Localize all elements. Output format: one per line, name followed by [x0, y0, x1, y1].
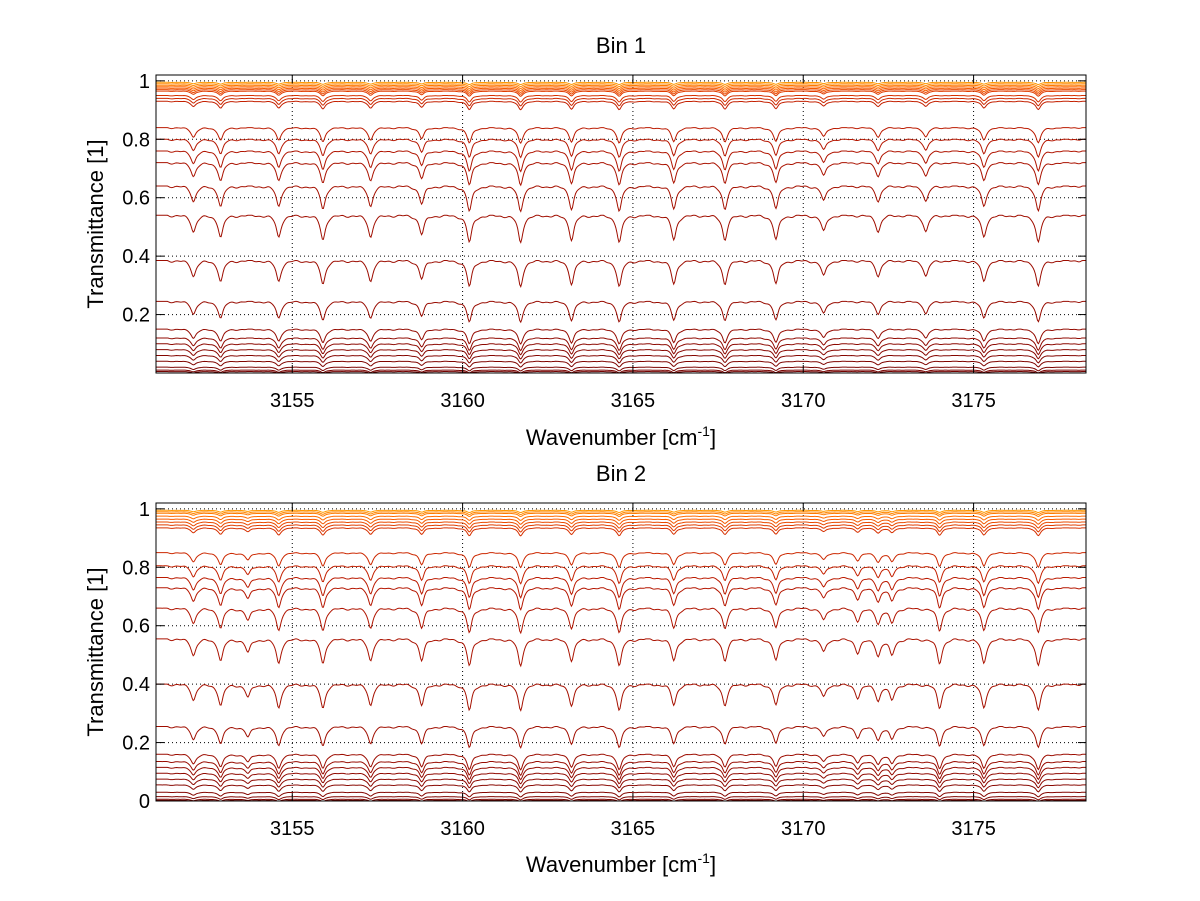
series-line	[156, 360, 1086, 368]
series-line	[156, 725, 1086, 749]
x-axis-label-bin-1: Wavenumber [cm-1]	[526, 423, 716, 450]
series-line	[156, 369, 1086, 374]
chart-title-bin-1: Bin 1	[596, 33, 646, 58]
y-tick-label: 1	[139, 71, 150, 93]
y-axis-label-bin-1: Transmittance [1]	[83, 139, 108, 308]
y-tick-label: 0	[139, 791, 150, 813]
y-axis-label-bin-2: Transmittance [1]	[83, 567, 108, 736]
x-tick-label: 3170	[781, 390, 826, 412]
x-tick-label: 3165	[611, 390, 656, 412]
y-tick-label: 0.2	[122, 733, 150, 755]
series-line	[156, 260, 1086, 288]
series-line	[156, 337, 1086, 352]
series-line	[156, 761, 1086, 777]
series-line	[156, 766, 1086, 781]
x-tick-label: 3155	[270, 390, 315, 412]
series-line	[156, 84, 1086, 90]
series-line	[156, 328, 1086, 345]
series-line	[156, 527, 1086, 537]
series-line	[156, 87, 1086, 93]
series-line	[156, 552, 1086, 569]
x-tick-label: 3165	[611, 818, 656, 840]
series-line	[156, 587, 1086, 611]
series-line	[156, 518, 1086, 525]
series-line	[156, 784, 1086, 793]
x-tick-label: 3155	[270, 818, 315, 840]
series-line	[156, 127, 1086, 145]
series-line	[156, 511, 1086, 516]
series-line	[156, 214, 1086, 244]
series-line	[156, 100, 1086, 111]
series-line	[156, 349, 1086, 360]
series-line	[156, 81, 1086, 86]
axes-frame-bin-2	[155, 502, 1087, 802]
series-line	[156, 515, 1086, 521]
x-tick-label: 3160	[440, 390, 485, 412]
series-line	[156, 753, 1086, 771]
axes-bin-2: Bin 2 3155 3160 3165 3170 3175 0 0.2 0.4 0.6 0.8 1…	[83, 461, 1087, 877]
series-line	[156, 86, 1086, 91]
x-tick-label: 3175	[951, 818, 996, 840]
chart-title-bin-2: Bin 2	[596, 461, 646, 486]
series-line	[156, 138, 1086, 159]
y-tick-label: 0.4	[122, 674, 150, 696]
y-tick-label: 0.6	[122, 188, 150, 210]
y-tick-label: 0.6	[122, 616, 150, 638]
series-line	[156, 512, 1086, 518]
series-line	[156, 509, 1086, 514]
y-tick-label: 0.4	[122, 246, 150, 268]
series-line	[156, 576, 1086, 599]
series-line	[156, 791, 1086, 798]
series-line	[156, 607, 1086, 635]
axes-bin-1: Bin 1 3155 3160 3165 3170 31750.20.40.60.81 …	[83, 33, 1087, 450]
series-line	[156, 162, 1086, 187]
series-line	[156, 772, 1086, 785]
series-line	[156, 185, 1086, 213]
series-line	[156, 778, 1086, 789]
y-tick-label: 0.2	[122, 305, 150, 327]
series-line	[156, 90, 1086, 97]
series-line	[156, 683, 1086, 712]
series-line	[156, 94, 1086, 103]
y-tick-label: 0.8	[122, 557, 150, 579]
series-line	[156, 796, 1086, 801]
y-tick-label: 0.8	[122, 129, 150, 151]
series-line	[156, 343, 1086, 356]
series-line	[156, 521, 1086, 529]
x-axis-label-bin-2: Wavenumber [cm-1]	[526, 850, 716, 877]
x-tick-label: 3170	[781, 818, 826, 840]
series-line	[156, 524, 1086, 533]
y-tick-label: 1	[139, 499, 150, 521]
series-line	[156, 97, 1086, 107]
series-line	[156, 565, 1086, 585]
x-tick-label: 3175	[951, 390, 996, 412]
series-line	[156, 366, 1086, 372]
series-line	[156, 638, 1086, 668]
x-tick-label: 3160	[440, 818, 485, 840]
series-line	[156, 150, 1086, 173]
series-line	[156, 89, 1086, 95]
series-line	[156, 83, 1086, 88]
series-line	[156, 354, 1086, 364]
axes-frame-bin-1	[155, 74, 1087, 374]
series-line	[156, 300, 1086, 324]
